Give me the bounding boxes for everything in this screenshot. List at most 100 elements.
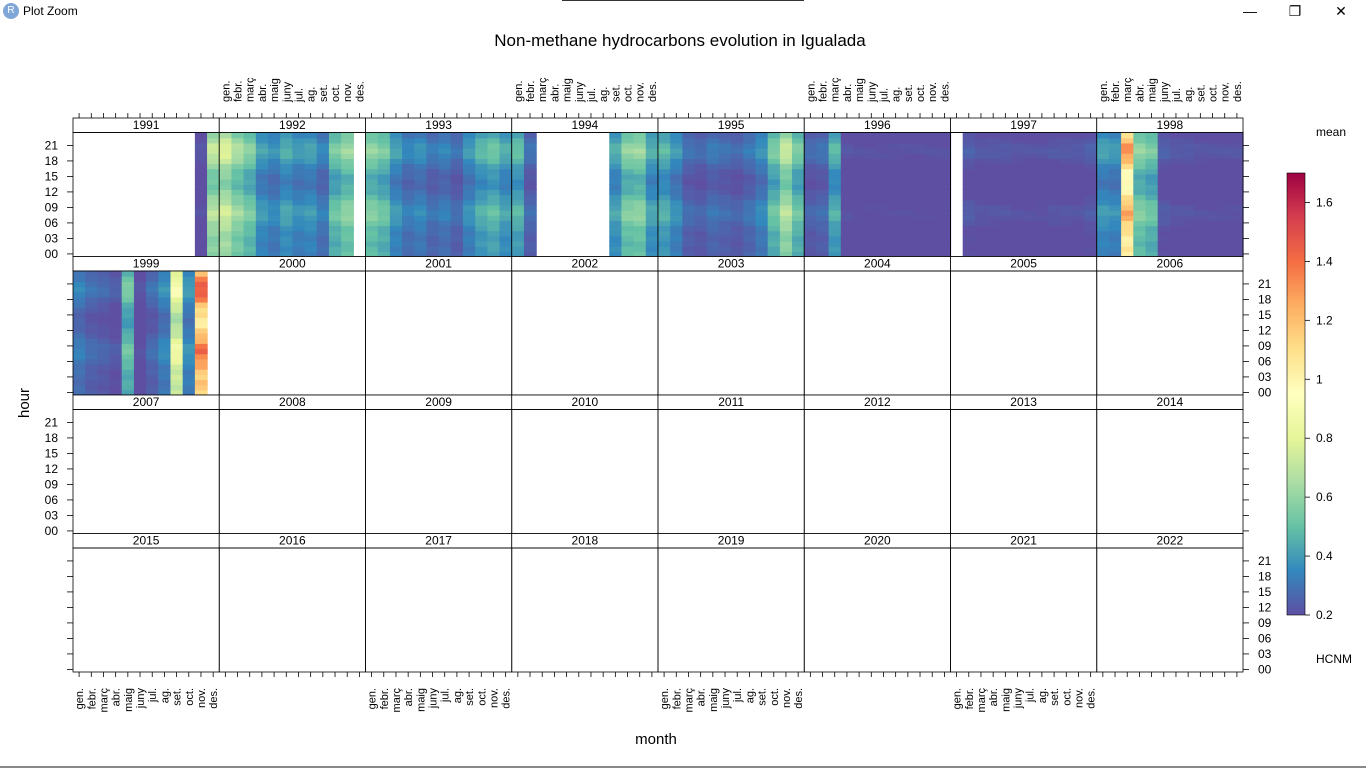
heatmap-cell (1023, 215, 1037, 221)
heatmap-cell (1206, 251, 1220, 258)
heatmap-cell (268, 179, 281, 185)
heatmap-cell (913, 246, 927, 252)
heatmap-cell (73, 286, 86, 293)
heatmap-cell (926, 204, 939, 211)
heatmap-cell (304, 179, 318, 185)
heatmap-cell (1206, 163, 1220, 170)
panel-frame (72, 547, 220, 673)
month-label: gen. (74, 688, 86, 709)
panel-year-label: 2019 (718, 534, 745, 548)
heatmap-cell (146, 291, 159, 298)
heatmap-cell (1121, 246, 1134, 252)
heatmap-cell (475, 142, 488, 149)
panel-frame (511, 547, 659, 673)
heatmap-cell (194, 215, 208, 221)
heatmap-cell (268, 189, 281, 196)
heatmap-cell (913, 153, 927, 159)
minimize-icon: — (1243, 3, 1257, 19)
heatmap-cell (463, 215, 476, 221)
heatmap-cell (1096, 215, 1110, 221)
heatmap-cell (377, 173, 391, 180)
heatmap-cell (853, 210, 866, 216)
heatmap-cell (670, 132, 683, 139)
heatmap-cell (146, 276, 159, 282)
heatmap-cell (414, 241, 428, 247)
heatmap-cell (1011, 158, 1025, 165)
heatmap-cell (682, 199, 696, 206)
heatmap-cell (365, 163, 379, 170)
heatmap-cell (1048, 230, 1061, 237)
heatmap-cell (938, 137, 952, 144)
heatmap-cell (475, 153, 488, 159)
heatmap-cell (901, 148, 915, 154)
panel-2019: 2019 (657, 533, 805, 673)
heatmap-cell (414, 246, 428, 252)
heatmap-cell (804, 194, 818, 201)
heatmap-cell (511, 210, 525, 216)
heatmap-cell (804, 246, 818, 252)
month-label: març (245, 77, 257, 102)
heatmap-cell (377, 163, 391, 170)
heatmap-cell (450, 215, 464, 221)
month-label: ag. (306, 87, 318, 102)
heatmap-cell (207, 158, 220, 165)
heatmap-cell (840, 241, 854, 247)
panel-year-label: 2021 (1010, 534, 1037, 548)
heatmap-cell (1182, 251, 1195, 258)
close-button[interactable]: ✕ (1318, 0, 1364, 22)
heatmap-cell (1035, 132, 1049, 139)
heatmap-cell (133, 379, 147, 386)
heatmap-cell (767, 241, 781, 247)
heatmap-cell (987, 199, 1000, 206)
heatmap-cell (499, 251, 513, 258)
heatmap-cell (682, 220, 696, 227)
heatmap-cell (109, 374, 123, 381)
heatmap-cell (621, 199, 635, 206)
heatmap-cell (1096, 137, 1110, 144)
heatmap-cell (426, 142, 440, 149)
heatmap-cell (1157, 230, 1171, 237)
bottom-month-axis: gen. febr. març abr. maig juny jul. ag. set. oct.… (952, 672, 1098, 712)
hour-label: 06 (1258, 631, 1272, 645)
heatmap-cell (109, 384, 123, 391)
month-label: ag. (1037, 688, 1049, 703)
heatmap-cell (402, 204, 415, 211)
heatmap-cell (207, 215, 220, 221)
heatmap-cell (255, 173, 269, 180)
heatmap-cell (706, 148, 720, 154)
heatmap-cell (365, 225, 379, 232)
heatmap-cell (840, 251, 854, 258)
heatmap-cell (341, 137, 354, 144)
heatmap-cell (243, 184, 257, 190)
heatmap-cell (645, 189, 659, 196)
heatmap-cell (706, 220, 720, 227)
heatmap-cell (1145, 210, 1159, 216)
heatmap-cell (816, 158, 830, 165)
heatmap-cell (938, 225, 952, 232)
heatmap-cell (853, 251, 866, 258)
heatmap-cell (633, 230, 647, 237)
heatmap-cell (1035, 168, 1049, 175)
heatmap-cell (938, 153, 952, 159)
heatmap-cell (450, 148, 464, 154)
heatmap-cell (426, 235, 440, 242)
heatmap-cell (1011, 204, 1025, 211)
maximize-button[interactable]: ❐ (1272, 0, 1318, 22)
heatmap-cell (987, 148, 1000, 154)
heatmap-cell (816, 199, 830, 206)
heatmap-cell (718, 132, 732, 139)
heatmap-cell (743, 189, 757, 196)
heatmap-cell (1121, 220, 1134, 227)
heatmap-cell (987, 179, 1000, 185)
heatmap-cell (97, 384, 111, 391)
heatmap-cell (913, 173, 927, 180)
heatmap-cell (523, 184, 537, 190)
heatmap-cell (1084, 199, 1098, 206)
minimize-button[interactable]: — (1227, 0, 1273, 22)
heatmap-cell (1048, 241, 1061, 247)
heatmap-cell (365, 189, 379, 196)
axis-ticks-only (517, 672, 653, 677)
heatmap-cell (718, 137, 732, 144)
heatmap-cell (341, 168, 354, 175)
heatmap-cell (268, 246, 281, 252)
